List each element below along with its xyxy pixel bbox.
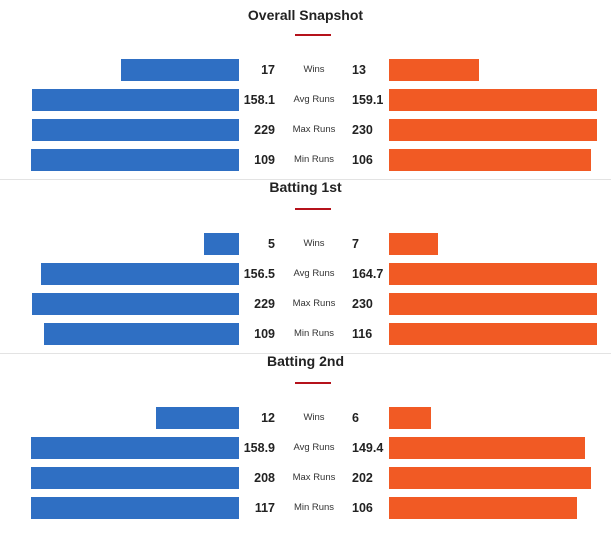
team1-value: 229 [254,123,275,137]
team2-value: 7 [352,237,359,251]
stat-row-avg-runs: 156.5 Avg Runs 164.7 [0,263,611,287]
section-title: Batting 1st [269,179,342,195]
stat-label: Min Runs [293,502,335,513]
team2-value: 149.4 [352,441,384,455]
team2-value: 164.7 [352,267,384,281]
team2-bar [389,467,591,489]
team2-bar [389,293,597,315]
team1-value: 109 [254,327,275,341]
section-divider [0,179,611,180]
stat-label: Max Runs [292,298,336,309]
stat-label: Max Runs [292,124,336,135]
team2-bar [389,263,597,285]
stat-row-max-runs: 229 Max Runs 230 [0,293,611,317]
team1-bar [204,233,239,255]
team2-bar [389,323,597,345]
stat-label: Wins [303,64,325,75]
stat-row-avg-runs: 158.1 Avg Runs 159.1 [0,89,611,113]
stat-label: Avg Runs [293,442,335,453]
team2-value: 116 [352,327,373,341]
team2-bar [389,437,585,459]
section-title: Overall Snapshot [247,7,364,23]
team2-bar [389,497,577,519]
team2-value: 6 [352,411,359,425]
stat-row-wins: 12 Wins 6 [0,407,611,431]
team1-bar [44,323,239,345]
stat-row-max-runs: 229 Max Runs 230 [0,119,611,143]
stat-label: Wins [303,238,325,249]
team2-value: 13 [352,63,366,77]
team2-bar [389,149,591,171]
stat-row-wins: 17 Wins 13 [0,59,611,83]
team2-bar [389,59,479,81]
team1-value: 158.9 [243,441,275,455]
stat-label: Avg Runs [293,94,335,105]
team1-value: 5 [268,237,275,251]
team1-value: 158.1 [243,93,275,107]
stat-label: Max Runs [292,472,336,483]
stat-row-min-runs: 109 Min Runs 116 [0,323,611,347]
stat-label: Min Runs [293,328,335,339]
team1-bar [31,497,239,519]
team1-bar [156,407,239,429]
team1-bar [31,467,239,489]
team2-value: 159.1 [352,93,384,107]
team2-value: 230 [352,123,373,137]
stat-row-max-runs: 208 Max Runs 202 [0,467,611,491]
team1-value: 12 [261,411,275,425]
stat-row-min-runs: 109 Min Runs 106 [0,149,611,173]
stat-row-avg-runs: 158.9 Avg Runs 149.4 [0,437,611,461]
team2-value: 106 [352,501,373,515]
team2-value: 230 [352,297,373,311]
section-title: Batting 2nd [267,353,344,369]
team1-value: 17 [261,63,275,77]
overall-snapshot-section: Overall Snapshot 17 Wins 13 158.1 Avg Runs 159… [0,0,611,174]
stat-label: Wins [303,412,325,423]
section-title-underline [295,34,331,36]
team1-value: 229 [254,297,275,311]
batting-1st-section: Batting 1st 5 Wins 7 156.5 Avg Runs 164.7 229 Ma… [0,174,611,348]
section-divider [0,353,611,354]
section-title-underline [295,382,331,384]
stat-row-wins: 5 Wins 7 [0,233,611,257]
team1-bar [121,59,239,81]
team2-bar [389,233,438,255]
team1-value: 109 [254,153,275,167]
batting-2nd-section: Batting 2nd 12 Wins 6 158.9 Avg Runs 149.4 208 M… [0,348,611,522]
team2-value: 202 [352,471,373,485]
stat-label: Min Runs [293,154,335,165]
team1-value: 156.5 [243,267,275,281]
team1-bar [32,119,239,141]
team2-bar [389,119,597,141]
stat-row-min-runs: 117 Min Runs 106 [0,497,611,521]
team2-bar [389,89,597,111]
team1-value: 208 [254,471,275,485]
team1-value: 117 [254,501,275,515]
team2-value: 106 [352,153,373,167]
team1-bar [31,149,239,171]
team2-bar [389,407,431,429]
team1-bar [32,89,239,111]
section-title-underline [295,208,331,210]
team1-bar [41,263,239,285]
team1-bar [31,437,239,459]
stat-label: Avg Runs [293,268,335,279]
team1-bar [32,293,239,315]
